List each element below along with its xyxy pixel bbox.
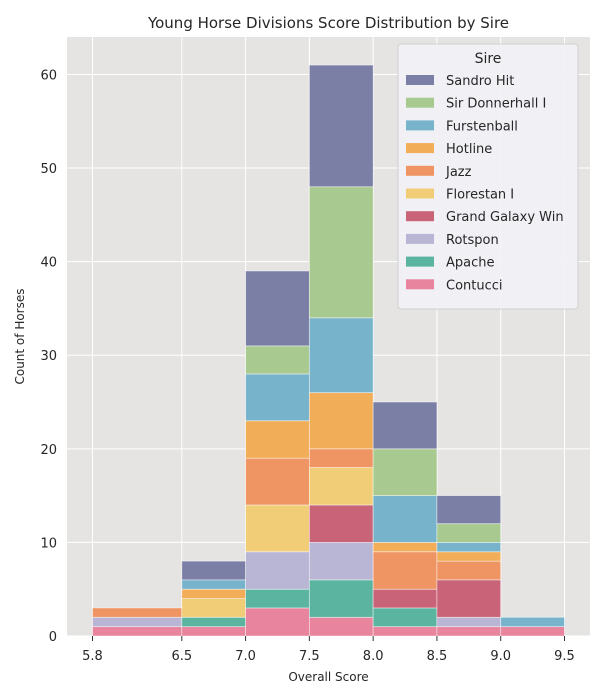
bar-segment (245, 607, 310, 637)
bar-segment (436, 560, 502, 581)
legend-box (397, 43, 579, 310)
bar-segment (92, 607, 183, 618)
bar-segment (245, 551, 310, 590)
x-tick-label: 5.8 (82, 649, 103, 664)
bar-segment (372, 401, 438, 450)
legend-entry: Sir Donnerhall I (446, 97, 546, 112)
x-tick-label: 8.5 (427, 649, 448, 664)
bar-segment (436, 551, 502, 562)
x-tick-label: 9.5 (554, 649, 575, 664)
bar-segment (308, 616, 374, 637)
chart-title: Young Horse Divisions Score Distribution… (147, 14, 509, 32)
bar-segment (308, 448, 374, 468)
bar-segment (436, 579, 502, 618)
bar-segment (308, 317, 374, 394)
bar-segment (181, 560, 246, 581)
legend-entry: Jazz (445, 165, 472, 180)
bar-segment (245, 504, 310, 553)
bar-segment (500, 626, 565, 637)
legend-entry: Apache (446, 256, 495, 271)
y-tick-label: 20 (40, 443, 57, 458)
bar-segment (436, 616, 502, 628)
bars (92, 64, 565, 637)
x-tick-label: 9.0 (490, 649, 511, 664)
bar-segment (308, 504, 374, 543)
legend-swatch (406, 165, 434, 176)
legend-title: Sire (475, 51, 502, 67)
legend-swatch (406, 211, 434, 222)
legend-swatch (406, 75, 434, 85)
bar-segment (308, 467, 374, 506)
legend-entry: Contucci (446, 278, 503, 293)
bar-segment (245, 270, 310, 347)
legend: Sire Sandro Hit Sir Donnerhall I Furstenbal… (397, 43, 579, 310)
bar-segment (436, 523, 502, 543)
x-axis-label: Overall Score (288, 670, 368, 684)
legend-swatch (406, 97, 434, 108)
legend-swatch (406, 120, 434, 131)
bar-segment (245, 420, 310, 459)
bar-segment (500, 616, 565, 628)
bar-segment (372, 588, 438, 609)
bar-segment (245, 373, 310, 422)
bar-segment (92, 616, 183, 628)
x-tick-label: 7.5 (299, 649, 320, 664)
x-tick-label: 8.0 (363, 649, 384, 664)
bar-segment (372, 448, 438, 497)
legend-swatch (406, 256, 434, 267)
bar-segment (372, 626, 438, 637)
legend-swatch (406, 233, 434, 244)
y-tick-label: 40 (40, 256, 57, 271)
bar-segment (372, 495, 438, 543)
y-tick-label: 50 (40, 162, 57, 177)
x-axis-ticks: 5.8 6.5 7.0 7.5 8.0 8.5 9.0 9.5 (82, 636, 575, 664)
bar-segment (436, 542, 502, 553)
bar-segment (245, 345, 310, 375)
bar-segment (181, 616, 246, 628)
legend-entry: Rotspon (446, 233, 499, 248)
bar-segment (245, 457, 310, 506)
bar-segment (308, 186, 374, 319)
y-axis-label: Count of Horses (13, 288, 27, 384)
bar-segment (436, 495, 502, 525)
bar-segment (181, 579, 246, 590)
y-tick-label: 60 (40, 68, 57, 83)
bar-segment (308, 392, 374, 450)
bar-segment (372, 551, 438, 590)
bar-segment (92, 626, 183, 637)
bar-segment (372, 607, 438, 628)
legend-swatch (406, 279, 434, 290)
legend-entry: Florestan I (446, 188, 514, 203)
x-tick-label: 7.0 (235, 649, 256, 664)
bar-segment (372, 542, 438, 553)
y-axis-ticks: 0 10 20 30 40 50 60 (40, 68, 57, 645)
bar-segment (181, 598, 246, 618)
bar-segment (245, 588, 310, 609)
bar-segment (308, 579, 374, 618)
bar-segment (308, 542, 374, 581)
legend-swatch (406, 188, 434, 199)
bar-segment (308, 64, 374, 188)
x-tick-label: 6.5 (171, 649, 192, 664)
bar-segment (181, 588, 246, 599)
bar-segment (436, 626, 502, 637)
legend-swatch (406, 143, 434, 154)
bar-segment (181, 626, 246, 637)
legend-entry: Grand Galaxy Win (446, 210, 564, 225)
y-tick-label: 10 (40, 536, 57, 551)
legend-entry: Furstenball (446, 119, 518, 134)
y-tick-label: 0 (49, 630, 57, 645)
legend-entry: Hotline (446, 142, 492, 157)
y-tick-label: 30 (40, 349, 57, 364)
legend-entry: Sandro Hit (446, 74, 514, 89)
